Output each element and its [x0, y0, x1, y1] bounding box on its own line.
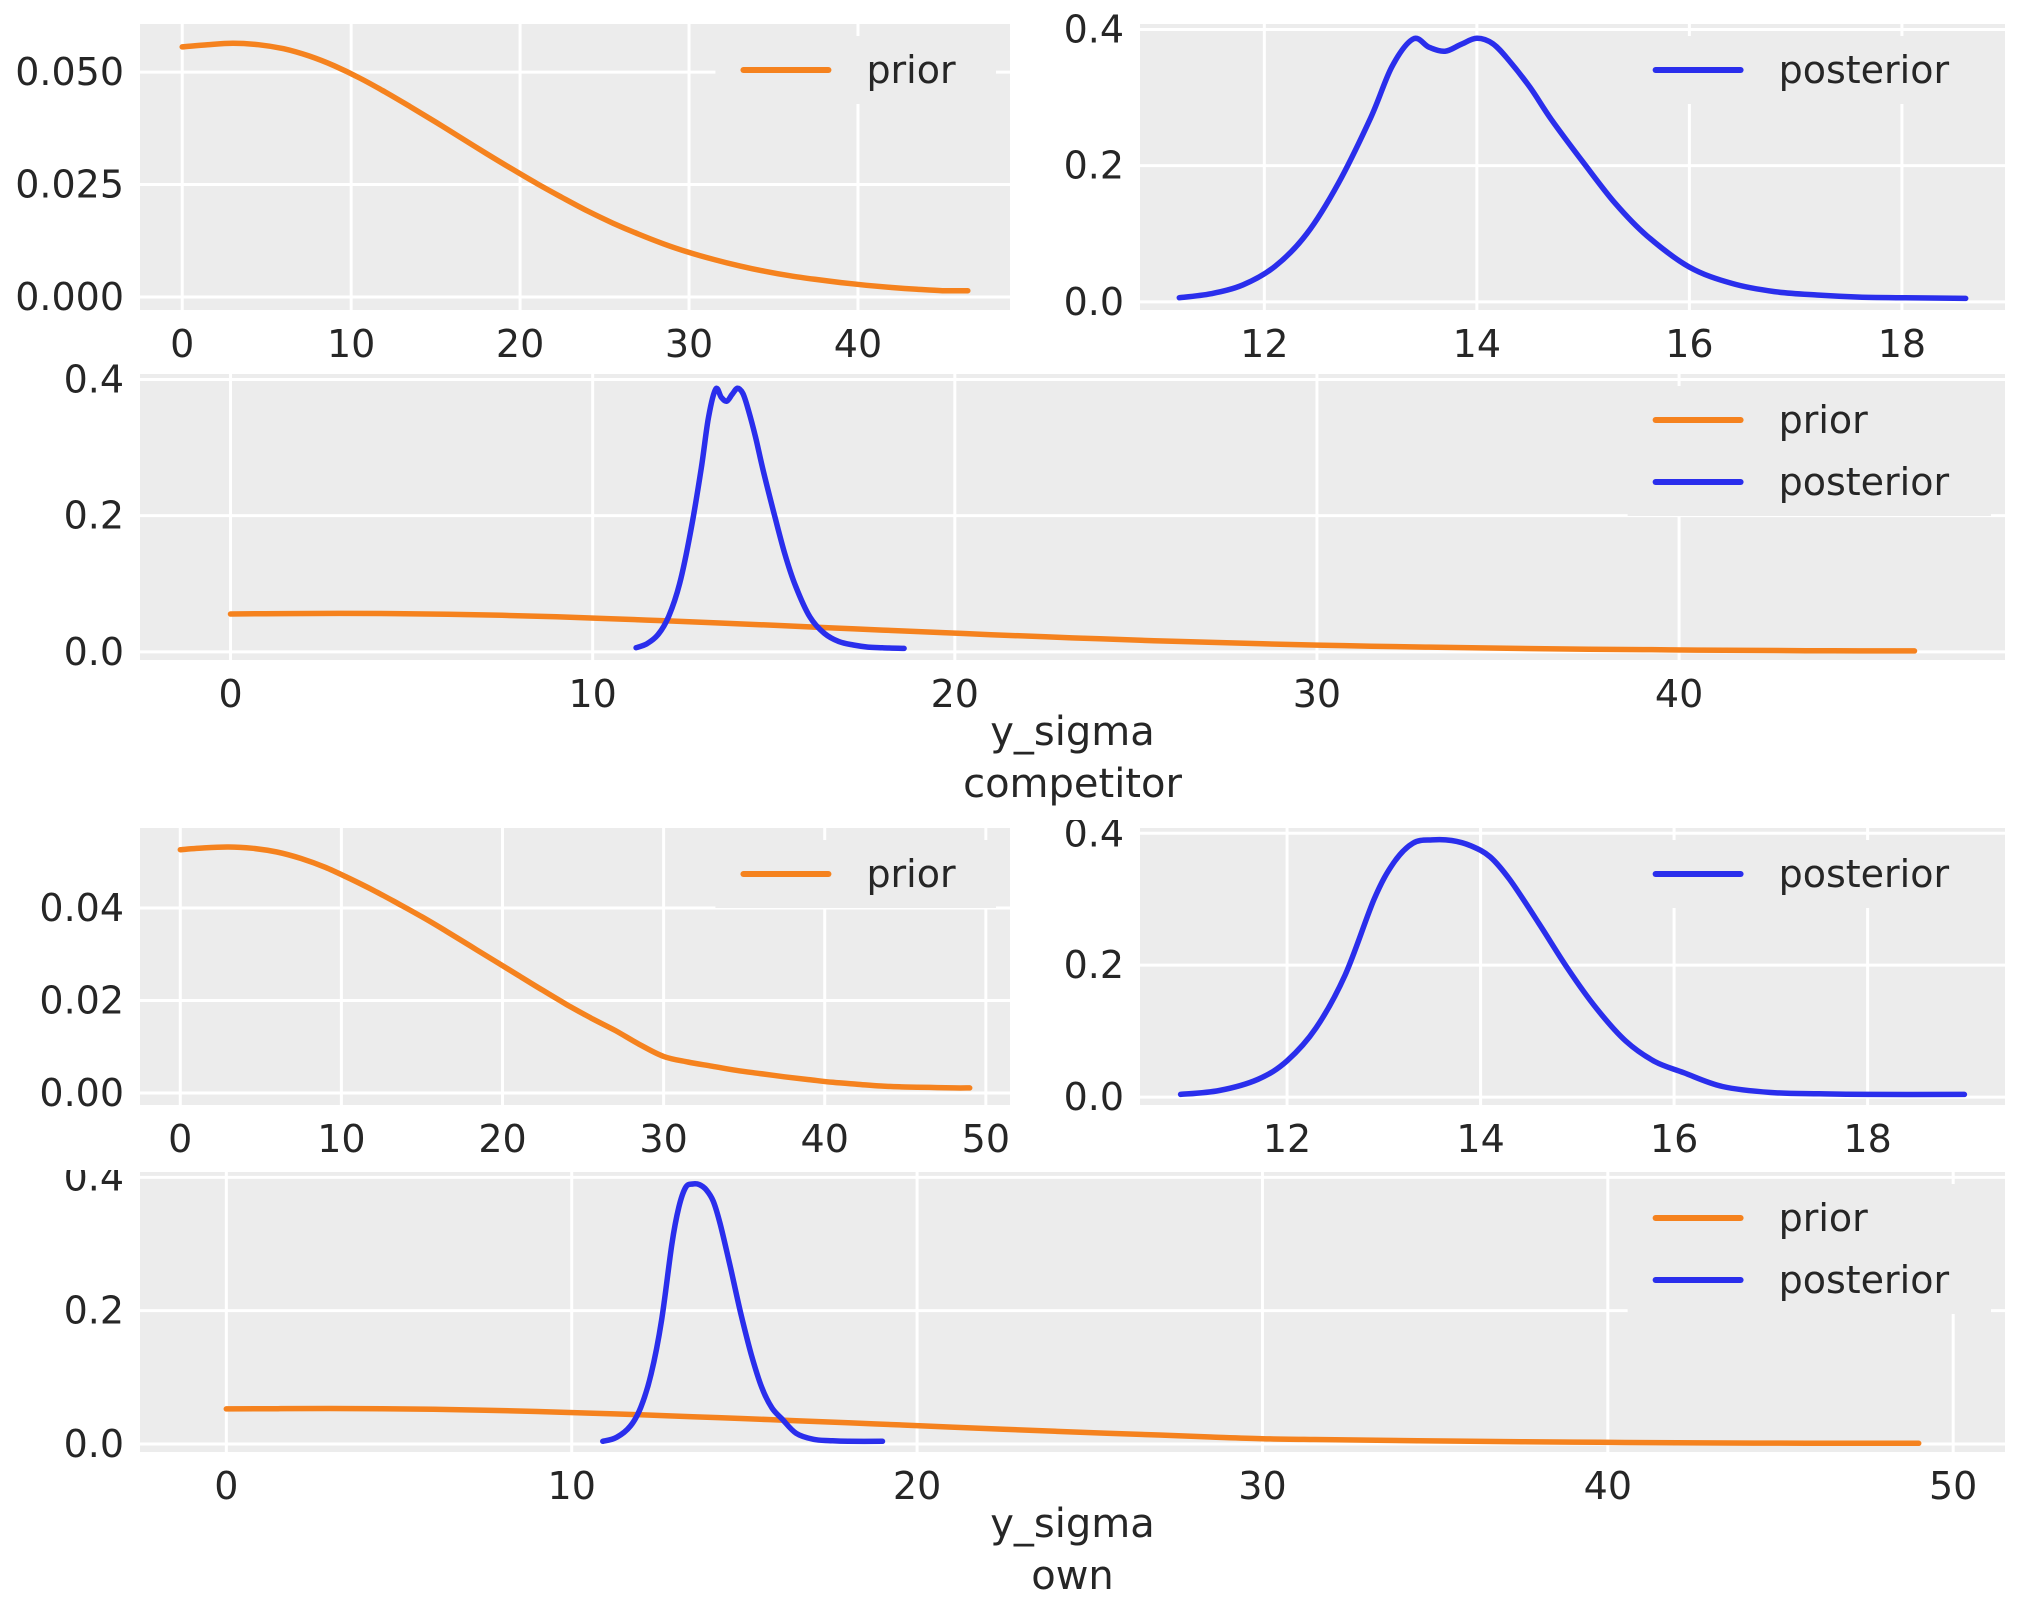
subplot-posterior-competitor: 12 14 16 18 0.0 0.2 0.4 posterior — [1030, 0, 2023, 366]
x-axis-label: y_sigma — [990, 709, 1155, 755]
y-tick-label: 0.2 — [64, 494, 124, 538]
x-tick-label: 10 — [327, 322, 375, 360]
x-axis-label: competitor — [963, 761, 1182, 807]
x-tick-label: 10 — [568, 672, 616, 716]
x-tick-label: 20 — [931, 672, 979, 716]
x-tick-label: 50 — [962, 1117, 1010, 1161]
x-tick-label: 10 — [548, 1464, 596, 1508]
chart-svg-posterior-own: 12 14 16 18 0.0 0.2 0.4 posterior — [1064, 811, 2005, 1161]
x-tick-label: 0 — [218, 672, 242, 716]
y-tick-label: 0.4 — [64, 360, 124, 401]
legend-label-prior: prior — [866, 48, 956, 92]
legend-label-prior: prior — [866, 852, 956, 896]
chart-svg-prior-own: 0 10 20 30 40 50 0.00 0.02 0.04 prior — [39, 828, 1010, 1161]
legend-label-prior: prior — [1779, 398, 1869, 442]
y-tick-label: 0.000 — [15, 275, 124, 319]
x-axis-label: own — [1031, 1553, 1114, 1599]
y-tick-label: 0.025 — [15, 163, 124, 207]
subplot-joint-own: 0 10 20 30 40 50 0.0 0.2 0.4 prior posterior y_sigm… — [0, 1155, 2023, 1623]
y-tick-label: 0.02 — [39, 978, 124, 1022]
x-tick-label: 18 — [1878, 322, 1926, 360]
x-tick-label: 12 — [1263, 1117, 1311, 1161]
y-tick-label: 0.2 — [1064, 943, 1124, 987]
x-tick-label: 30 — [639, 1117, 687, 1161]
x-tick-label: 40 — [1655, 672, 1703, 716]
x-tick-label: 14 — [1453, 322, 1501, 360]
x-tick-label: 16 — [1665, 322, 1713, 360]
x-tick-label: 20 — [496, 322, 544, 360]
x-tick-label: 18 — [1843, 1117, 1891, 1161]
x-tick-label: 30 — [1238, 1464, 1286, 1508]
y-tick-label: 0.4 — [1064, 820, 1124, 855]
x-tick-label: 20 — [478, 1117, 526, 1161]
legend-label-posterior: posterior — [1779, 852, 1950, 896]
y-tick-label: 0.4 — [1064, 7, 1124, 51]
x-tick-label: 20 — [893, 1464, 941, 1508]
y-tick-label: 0.0 — [64, 630, 124, 674]
posterior-curve — [633, 385, 907, 652]
prior-curve — [227, 610, 1918, 654]
y-tick-label: 0.0 — [1064, 280, 1124, 324]
posterior-curve — [600, 1181, 886, 1445]
x-tick-label: 16 — [1650, 1117, 1698, 1161]
prior-curve — [177, 844, 973, 1091]
y-tick-label: 0.4 — [64, 1170, 124, 1199]
x-tick-label: 10 — [317, 1117, 365, 1161]
y-tick-label: 0.2 — [64, 1289, 124, 1333]
x-tick-label: 0 — [168, 1117, 192, 1161]
y-tick-label: 0.050 — [15, 50, 124, 94]
x-axis-label: y_sigma — [990, 1501, 1155, 1547]
legend-label-posterior: posterior — [1779, 1258, 1950, 1302]
legend-label-posterior: posterior — [1779, 460, 1950, 504]
x-tick-label: 30 — [665, 322, 713, 360]
y-tick-label: 0.0 — [64, 1422, 124, 1466]
posterior-curve — [1177, 836, 1968, 1098]
chart-svg-joint-competitor: 0 10 20 30 40 0.0 0.2 0.4 prior posterior y_sigmac… — [64, 357, 2005, 807]
x-tick-label: 40 — [801, 1117, 849, 1161]
x-tick-label: 12 — [1240, 322, 1288, 360]
legend-box — [1627, 386, 1991, 516]
y-tick-label: 0.0 — [1064, 1075, 1124, 1119]
x-tick-label: 50 — [1929, 1464, 1977, 1508]
x-tick-label: 0 — [170, 322, 194, 360]
x-tick-label: 0 — [214, 1464, 238, 1508]
subplot-posterior-own: 12 14 16 18 0.0 0.2 0.4 posterior — [1030, 811, 2023, 1170]
x-tick-label: 40 — [1584, 1464, 1632, 1508]
subplot-prior-own: 0 10 20 30 40 50 0.00 0.02 0.04 prior — [0, 820, 1030, 1170]
chart-svg-joint-own: 0 10 20 30 40 50 0.0 0.2 0.4 prior posterior y_sigm… — [64, 1155, 2005, 1599]
legend-label-posterior: posterior — [1779, 48, 1950, 92]
y-tick-label: 0.2 — [1064, 144, 1124, 188]
chart-svg-posterior-competitor: 12 14 16 18 0.0 0.2 0.4 posterior — [1064, 7, 2005, 366]
legend-box — [1627, 1184, 1991, 1314]
prior-curve — [179, 40, 971, 294]
chart-svg-prior-competitor: 0 10 20 30 40 0.000 0.025 0.050 prior — [15, 24, 1010, 366]
x-tick-label: 40 — [834, 322, 882, 360]
legend-label-prior: prior — [1779, 1196, 1869, 1240]
y-tick-label: 0.00 — [39, 1071, 124, 1115]
y-tick-label: 0.04 — [39, 886, 124, 930]
prior-curve — [223, 1405, 1922, 1447]
x-tick-label: 30 — [1293, 672, 1341, 716]
x-tick-label: 14 — [1456, 1117, 1504, 1161]
subplot-prior-competitor: 0 10 20 30 40 0.000 0.025 0.050 prior — [0, 0, 1030, 366]
posterior-curve — [1176, 35, 1969, 302]
